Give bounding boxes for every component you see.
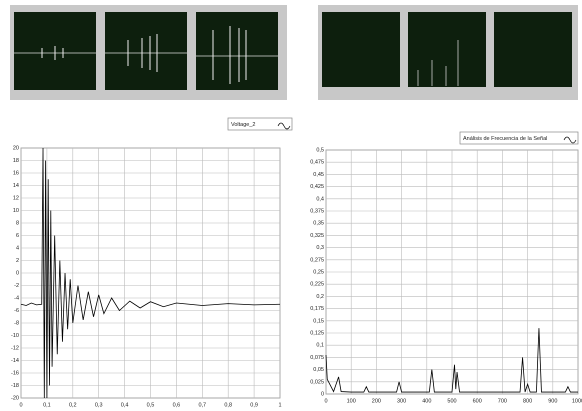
y-tick-label: 0,45 [313, 172, 324, 178]
y-tick-label: 0 [321, 391, 324, 397]
x-tick-label: 500 [447, 398, 456, 404]
y-tick-label: 16 [13, 170, 19, 176]
thumbnail-plot [494, 12, 572, 87]
x-tick-label: 700 [498, 398, 507, 404]
thumbnail-plot [408, 12, 486, 87]
legend-box [227, 117, 293, 131]
y-tick-label: 20 [13, 145, 19, 151]
legend-label: Análisis de Frecuencia de la Señal [463, 136, 547, 142]
y-tick-label: 0,5 [316, 147, 324, 153]
y-tick-label: 0,175 [310, 306, 324, 312]
x-tick-label: 0,3 [95, 402, 103, 408]
y-tick-label: 0,275 [310, 257, 324, 263]
y-tick-label: 0,15 [313, 318, 324, 324]
y-tick-label: 10 [13, 208, 19, 214]
x-tick-label: 300 [397, 398, 406, 404]
x-tick-label: 0,1 [43, 402, 51, 408]
x-tick-label: 0,4 [121, 402, 129, 408]
y-tick-label: 2 [16, 258, 19, 264]
x-tick-label: 100 [347, 398, 356, 404]
legend-box [459, 131, 579, 145]
x-tick-label: 800 [523, 398, 532, 404]
y-tick-label: 0,125 [310, 330, 324, 336]
x-tick-label: 1 [278, 402, 281, 408]
y-tick-label: 0,3 [316, 245, 324, 251]
series-line [325, 328, 578, 393]
legend-swatch [563, 136, 577, 144]
x-tick-label: 0,5 [147, 402, 155, 408]
y-tick-label: -20 [11, 395, 19, 401]
x-tick-label: 1000 [572, 398, 582, 404]
y-tick-label: 4 [16, 245, 19, 251]
series-line [20, 147, 281, 399]
y-tick-label: -16 [11, 370, 19, 376]
y-tick-label: 14 [13, 183, 19, 189]
x-tick-label: 400 [422, 398, 431, 404]
y-tick-label: -10 [11, 333, 19, 339]
y-tick-label: 18 [13, 158, 19, 164]
y-tick-label: -6 [14, 308, 19, 314]
y-tick-label: 6 [16, 233, 19, 239]
x-tick-label: 0,8 [224, 402, 232, 408]
x-tick-label: 0,2 [69, 402, 77, 408]
thumbnail-spikes [41, 26, 247, 84]
x-tick-label: 600 [473, 398, 482, 404]
thumbnail-plot [196, 12, 278, 90]
y-tick-label: 0,475 [310, 160, 324, 166]
legend-swatch [277, 122, 291, 130]
y-tick-label: -8 [14, 320, 19, 326]
y-tick-label: 12 [13, 195, 19, 201]
y-tick-label: 0,225 [310, 282, 324, 288]
y-tick-label: 0,05 [313, 367, 324, 373]
thumbnail-spikes [417, 40, 459, 86]
y-tick-label: 0,35 [313, 221, 324, 227]
thumbnail-plot [105, 12, 187, 90]
y-tick-label: 0,25 [313, 269, 324, 275]
x-tick-label: 900 [548, 398, 557, 404]
y-tick-label: -18 [11, 383, 19, 389]
y-tick-label: 0,375 [310, 208, 324, 214]
y-tick-label: 0,325 [310, 233, 324, 239]
x-tick-label: 0 [324, 398, 327, 404]
y-tick-label: 8 [16, 220, 19, 226]
y-tick-label: -14 [11, 358, 19, 364]
x-tick-label: 0 [19, 402, 22, 408]
x-tick-label: 0,9 [250, 402, 258, 408]
y-tick-label: -12 [11, 345, 19, 351]
x-tick-label: 200 [372, 398, 381, 404]
y-tick-label: 0,075 [310, 355, 324, 361]
legend-label: Voltage_2 [231, 122, 255, 128]
y-tick-label: 0,025 [310, 379, 324, 385]
y-tick-label: 0,4 [316, 196, 324, 202]
thumbnails [10, 5, 578, 100]
x-tick-label: 0,6 [173, 402, 181, 408]
y-tick-label: 0,425 [310, 184, 324, 190]
x-tick-label: 0,7 [198, 402, 206, 408]
y-tick-label: 0,1 [316, 343, 324, 349]
y-tick-label: 0 [16, 270, 19, 276]
thumbnail-plot [322, 12, 400, 87]
y-tick-label: 0,2 [316, 294, 324, 300]
y-tick-label: -2 [14, 283, 19, 289]
y-tick-label: -4 [14, 295, 19, 301]
